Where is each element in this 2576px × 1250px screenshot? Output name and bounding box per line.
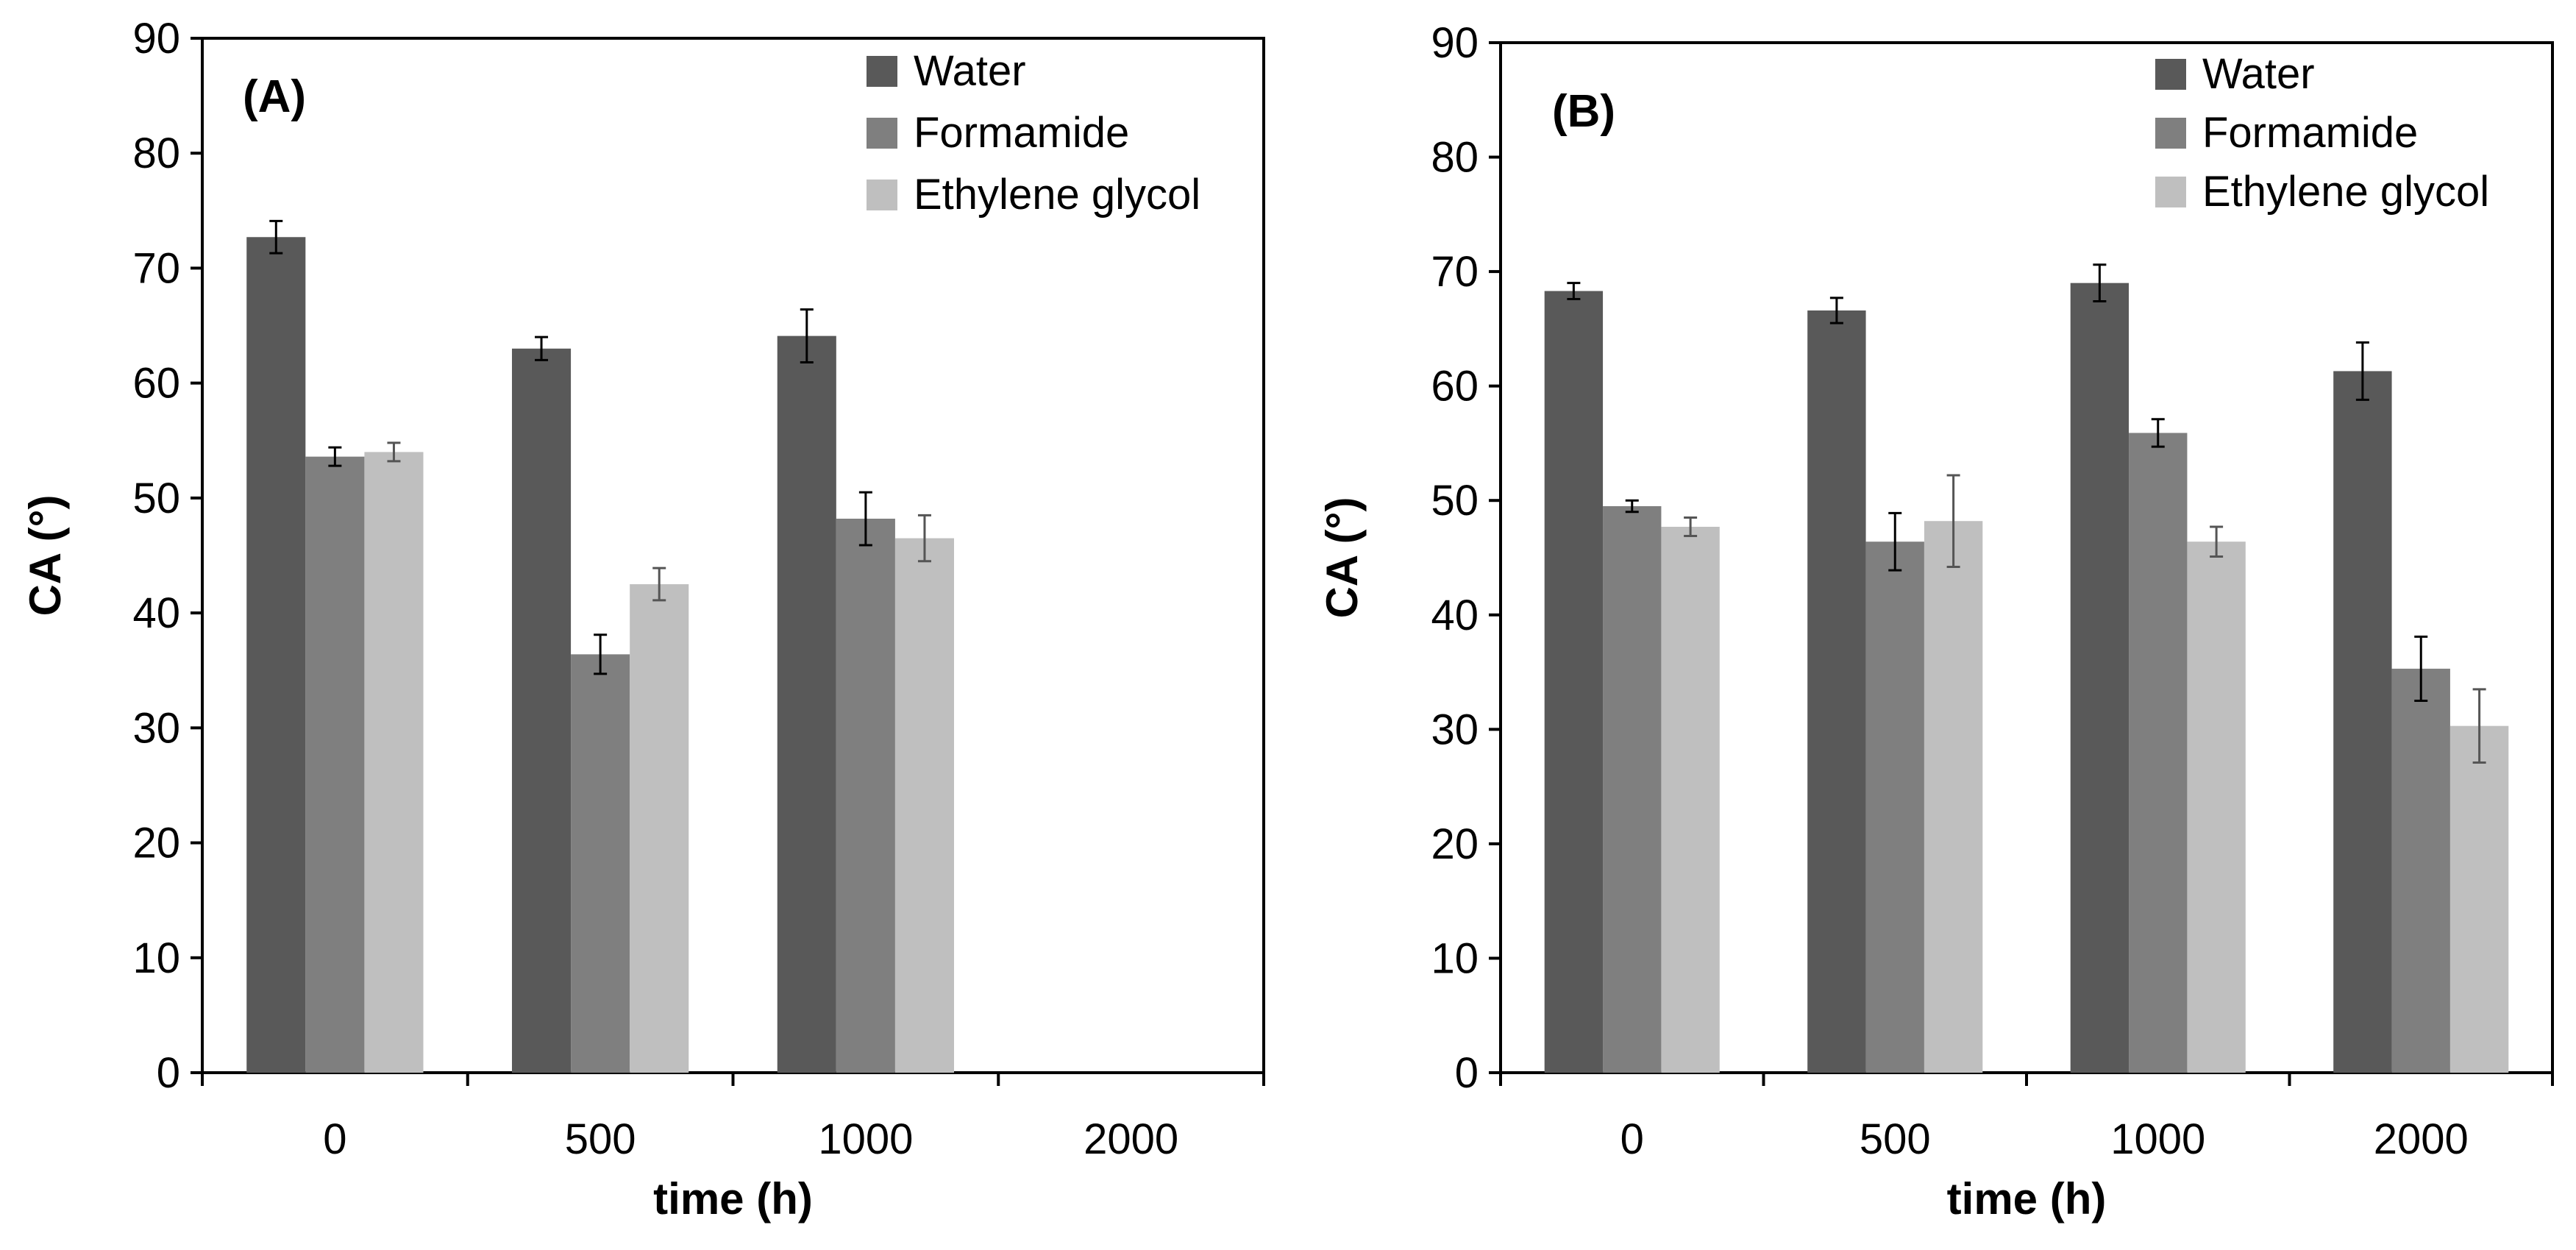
y-tick-label: 30 (1431, 706, 1479, 753)
legend-swatch (2155, 177, 2186, 207)
bar-formamide-0 (305, 456, 365, 1073)
bar-formamide-1000 (2129, 433, 2188, 1073)
bar-water-1000 (777, 335, 836, 1073)
y-tick-label: 90 (132, 15, 180, 63)
bar-ethylene-glycol-2000 (2449, 725, 2509, 1073)
legend-label: Ethylene glycol (2202, 168, 2489, 216)
bar-ethylene-glycol-0 (364, 452, 424, 1073)
bar-ethylene-glycol-1000 (894, 538, 955, 1073)
bar-ethylene-glycol-1000 (2187, 541, 2246, 1073)
legend-label: Formamide (2202, 109, 2418, 157)
y-tick-label: 50 (1431, 477, 1479, 525)
y-tick-label: 50 (132, 475, 180, 522)
y-tick-label: 20 (1431, 820, 1479, 868)
panel-b: 0 10 20 30 40 50 60 70 80 90 0 500 1000 2000 time (h) C… (1317, 19, 2554, 1224)
legend-swatch (867, 180, 897, 210)
bar-water-0 (1544, 291, 1604, 1073)
bar-formamide-1000 (836, 519, 895, 1073)
bar-formamide-500 (571, 654, 630, 1073)
x-tick-label: 0 (1620, 1115, 1644, 1163)
x-tick-label: 500 (1860, 1115, 1931, 1163)
legend-label: Ethylene glycol (914, 171, 1200, 219)
y-tick-label: 20 (132, 820, 180, 867)
y-tick-label: 40 (1431, 592, 1479, 639)
y-tick-label: 0 (157, 1049, 180, 1097)
legend-swatch (2155, 59, 2186, 90)
x-tick-label: 2000 (1084, 1115, 1178, 1163)
bar-water-500 (511, 348, 572, 1073)
bar-formamide-2000 (2391, 668, 2450, 1073)
x-tick-label: 2000 (2374, 1115, 2469, 1163)
bar-water-500 (1807, 310, 1866, 1073)
x-tick-label: 500 (565, 1115, 636, 1163)
y-tick-label: 0 (1455, 1049, 1479, 1097)
bar-formamide-500 (1865, 541, 1924, 1073)
bar-formamide-0 (1603, 506, 1662, 1073)
x-axis-title: time (h) (1947, 1174, 2107, 1224)
bar-ethylene-glycol-500 (630, 584, 689, 1073)
bar-water-0 (246, 237, 306, 1073)
y-tick-label: 30 (132, 704, 180, 752)
y-tick-label: 70 (132, 244, 180, 292)
legend-swatch (2155, 118, 2186, 149)
legend-label: Water (914, 47, 1026, 95)
y-tick-label: 60 (132, 360, 180, 408)
y-tick-label: 10 (1431, 934, 1479, 982)
legend-swatch (867, 118, 897, 149)
x-axis-title: time (h) (653, 1174, 813, 1224)
bar-water-2000 (2333, 371, 2392, 1073)
legend-swatch (867, 56, 897, 87)
legend-label: Formamide (914, 109, 1129, 157)
y-tick-label: 80 (1431, 134, 1479, 182)
panel-label: (B) (1552, 86, 1615, 137)
y-tick-label: 60 (1431, 363, 1479, 411)
y-tick-label: 10 (132, 934, 180, 982)
y-axis-title: CA (°) (21, 494, 70, 616)
y-tick-label: 90 (1431, 19, 1479, 67)
bar-ethylene-glycol-0 (1661, 527, 1720, 1073)
x-tick-label: 0 (323, 1115, 346, 1163)
bar-water-1000 (2070, 283, 2130, 1073)
x-tick-label: 1000 (818, 1115, 913, 1163)
y-axis-title: CA (°) (1317, 497, 1367, 618)
x-tick-label: 1000 (2110, 1115, 2205, 1163)
panel-a: 0 10 20 30 40 50 60 70 80 90 0 500 1000 2000 time (h) C… (21, 15, 1265, 1224)
panel-label: (A) (243, 71, 306, 122)
bar-ethylene-glycol-500 (1924, 521, 1983, 1073)
y-tick-label: 70 (1431, 248, 1479, 296)
y-tick-label: 80 (132, 129, 180, 177)
legend-label: Water (2202, 50, 2315, 98)
y-tick-label: 40 (132, 589, 180, 637)
